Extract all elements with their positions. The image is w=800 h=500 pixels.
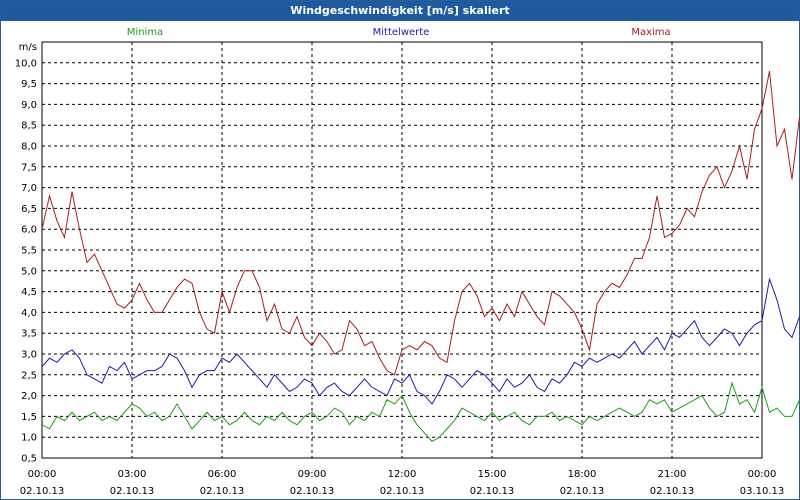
x-tick-time: 03:00 bbox=[118, 469, 147, 480]
y-tick-label: 6,0 bbox=[21, 225, 37, 236]
x-tick-date: 03.10.13 bbox=[740, 486, 785, 497]
y-tick-label: 6,5 bbox=[21, 204, 37, 215]
x-tick-date: 02.10.13 bbox=[110, 486, 155, 497]
y-tick-label: 3,0 bbox=[21, 350, 37, 361]
x-tick-time: 18:00 bbox=[568, 469, 597, 480]
y-tick-label: 4,0 bbox=[21, 308, 37, 319]
x-tick-time: 21:00 bbox=[658, 469, 687, 480]
x-tick-time: 00:00 bbox=[748, 469, 777, 480]
y-tick-label: 5,0 bbox=[21, 266, 37, 277]
series-maxima bbox=[42, 50, 800, 374]
x-tick-date: 02.10.13 bbox=[290, 486, 335, 497]
y-tick-label: 4,5 bbox=[21, 287, 37, 298]
x-tick-date: 02.10.13 bbox=[650, 486, 695, 497]
y-tick-label: 8,0 bbox=[21, 142, 37, 153]
y-tick-label: 10,0 bbox=[15, 58, 37, 69]
y-tick-label: 0,5 bbox=[21, 454, 37, 465]
wind-speed-chart: 0,5 1,0 1,5 2,0 2,5 3,0 3,5 4,0 4,5 5,0 5,5 6,0 6,5 7… bbox=[0, 0, 800, 500]
x-tick-date: 02.10.13 bbox=[20, 486, 65, 497]
y-tick-label: 8,5 bbox=[21, 121, 37, 132]
legend-minima: Minima bbox=[127, 27, 163, 38]
x-tick-time: 09:00 bbox=[298, 469, 327, 480]
y-axis-label: m/s bbox=[19, 42, 37, 53]
x-tick-date: 02.10.13 bbox=[470, 486, 515, 497]
y-tick-label: 9,0 bbox=[21, 100, 37, 111]
x-tick-date: 02.10.13 bbox=[560, 486, 605, 497]
x-tick-time: 00:00 bbox=[28, 469, 57, 480]
x-tick-date: 02.10.13 bbox=[380, 486, 425, 497]
x-tick-time: 06:00 bbox=[208, 469, 237, 480]
x-tick-time: 15:00 bbox=[478, 469, 507, 480]
y-tick-label: 7,5 bbox=[21, 162, 37, 173]
y-tick-label: 1,0 bbox=[21, 433, 37, 444]
x-tick-time: 12:00 bbox=[388, 469, 417, 480]
y-tick-label: 5,5 bbox=[21, 246, 37, 257]
legend: Minima Mittelwerte Maxima bbox=[127, 27, 671, 38]
series-minima bbox=[42, 375, 800, 442]
y-tick-label: 9,5 bbox=[21, 79, 37, 90]
y-tick-label: 1,5 bbox=[21, 412, 37, 423]
legend-mittelwerte: Mittelwerte bbox=[373, 27, 430, 38]
y-tick-label: 2,0 bbox=[21, 391, 37, 402]
y-tick-label: 3,5 bbox=[21, 329, 37, 340]
y-tick-label: 7,0 bbox=[21, 183, 37, 194]
series-lines bbox=[42, 50, 800, 441]
x-tick-date: 02.10.13 bbox=[200, 486, 245, 497]
legend-maxima: Maxima bbox=[631, 27, 670, 38]
series-mittelwerte bbox=[42, 267, 800, 404]
y-tick-label: 2,5 bbox=[21, 370, 37, 381]
axis-labels: 0,5 1,0 1,5 2,0 2,5 3,0 3,5 4,0 4,5 5,0 5,5 6,0 6,5 7… bbox=[15, 42, 785, 497]
